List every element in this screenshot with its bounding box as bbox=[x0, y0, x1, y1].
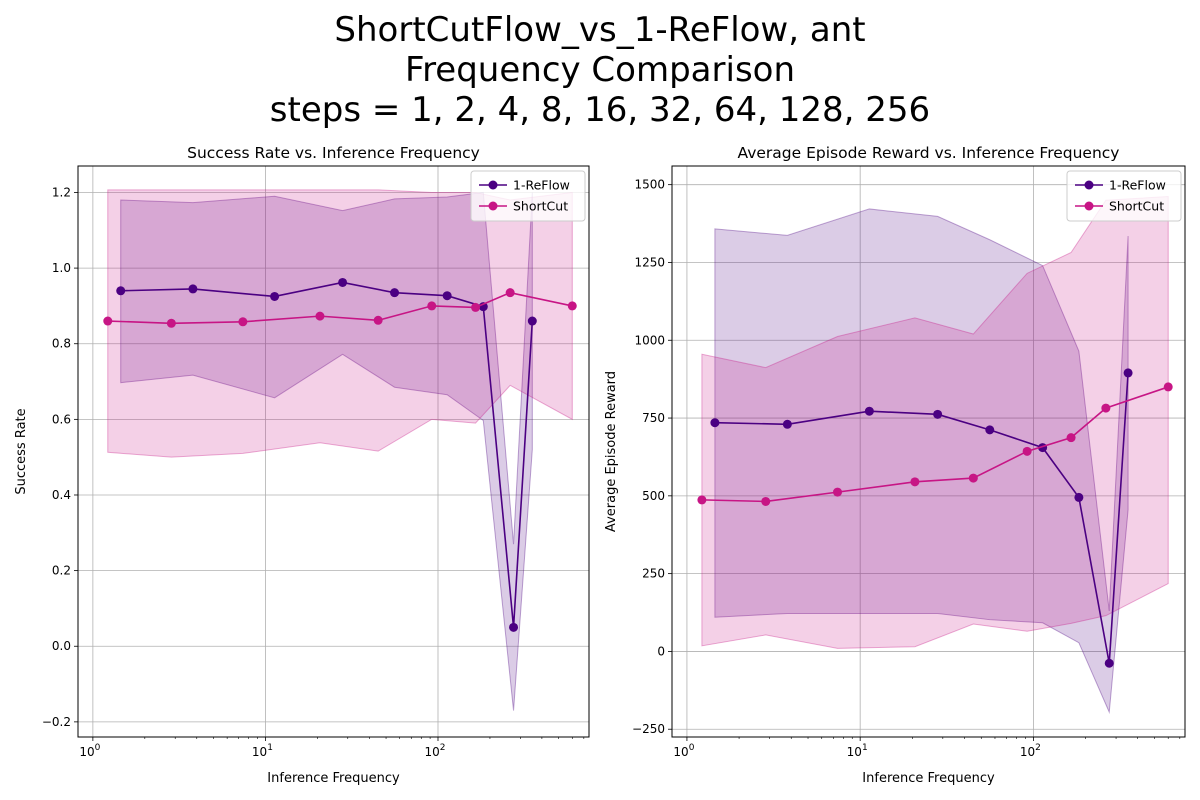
point-shortcut-7 bbox=[1066, 433, 1076, 443]
legend-box bbox=[470, 170, 586, 222]
y-tick-label-6: 0.8 bbox=[52, 337, 71, 351]
point-reflow-4 bbox=[933, 409, 943, 419]
x-tick-label-2: 101 bbox=[847, 743, 868, 759]
point-reflow-9 bbox=[1123, 368, 1133, 378]
band-reflow bbox=[714, 208, 1129, 715]
point-reflow-5 bbox=[985, 425, 995, 435]
point-reflow-8 bbox=[509, 622, 519, 632]
y-tick-label-1: −0.2 bbox=[42, 715, 71, 729]
point-shortcut-9 bbox=[567, 301, 577, 311]
axes-frame bbox=[77, 165, 590, 738]
point-shortcut-8 bbox=[505, 288, 515, 298]
y-tick-label-6: 1000 bbox=[634, 333, 665, 347]
x-tick-label-3: 102 bbox=[424, 743, 445, 759]
legend-marker-reflow bbox=[1084, 180, 1094, 190]
y-tick-label-8: 1.2 bbox=[52, 185, 71, 199]
x-axis-label: Inference Frequency bbox=[862, 771, 995, 786]
legend-label-shortcut: ShortCut bbox=[1109, 199, 1164, 214]
chart-title: Average Episode Reward vs. Inference Fre… bbox=[738, 144, 1120, 162]
x-tick-label-1: 100 bbox=[673, 743, 694, 759]
figure-title: ShortCutFlow_vs_1-ReFlow, ant Frequency … bbox=[0, 10, 1200, 130]
y-tick-label-2: 0 bbox=[657, 644, 665, 658]
point-shortcut-4 bbox=[315, 311, 325, 321]
y-tick-label-4: 0.4 bbox=[52, 488, 71, 502]
point-shortcut-8 bbox=[1101, 403, 1111, 413]
legend-marker-shortcut bbox=[1084, 201, 1094, 211]
legend-marker-shortcut bbox=[488, 201, 498, 211]
y-tick-label-5: 750 bbox=[642, 411, 665, 425]
y-tick-label-7: 1.0 bbox=[52, 261, 71, 275]
legend-label-shortcut: ShortCut bbox=[513, 199, 568, 214]
x-axis-label: Inference Frequency bbox=[267, 771, 400, 786]
point-reflow-2 bbox=[782, 419, 792, 429]
point-shortcut-6 bbox=[1022, 446, 1032, 456]
legend-marker-reflow bbox=[488, 180, 498, 190]
axes-frame bbox=[671, 165, 1186, 738]
figure-title-line-1: ShortCutFlow_vs_1-ReFlow, ant bbox=[334, 10, 866, 50]
point-reflow-7 bbox=[1074, 492, 1084, 502]
y-tick-label-5: 0.6 bbox=[52, 412, 71, 426]
point-shortcut-1 bbox=[103, 316, 113, 326]
x-tick-label-1: 100 bbox=[79, 743, 100, 759]
chart-title: Success Rate vs. Inference Frequency bbox=[187, 144, 480, 162]
legend: 1-ReFlow ShortCut bbox=[1066, 170, 1182, 222]
point-reflow-8 bbox=[1104, 658, 1114, 668]
point-reflow-4 bbox=[338, 277, 348, 287]
point-reflow-2 bbox=[188, 284, 198, 294]
legend: 1-ReFlow ShortCut bbox=[470, 170, 586, 222]
y-tick-label-8: 1500 bbox=[634, 178, 665, 192]
legend-label-reflow: 1-ReFlow bbox=[1109, 178, 1166, 193]
y-tick-label-2: 0.0 bbox=[52, 639, 71, 653]
point-shortcut-1 bbox=[697, 495, 707, 505]
point-reflow-1 bbox=[710, 418, 720, 428]
point-shortcut-5 bbox=[373, 315, 383, 325]
point-reflow-5 bbox=[390, 288, 400, 298]
figure-title-line-3: steps = 1, 2, 4, 8, 16, 32, 64, 128, 256 bbox=[269, 90, 931, 130]
y-axis-label: Success Rate bbox=[14, 408, 29, 494]
x-tick-label-3: 102 bbox=[1020, 743, 1041, 759]
point-shortcut-9 bbox=[1163, 382, 1173, 392]
point-reflow-1 bbox=[116, 286, 126, 296]
y-tick-label-4: 500 bbox=[642, 489, 665, 503]
x-tick-label-2: 101 bbox=[252, 743, 273, 759]
y-tick-label-3: 250 bbox=[642, 567, 665, 581]
point-reflow-6 bbox=[442, 291, 452, 301]
point-reflow-3 bbox=[270, 291, 280, 301]
point-shortcut-7 bbox=[471, 302, 481, 312]
chart-panel-2: 100 101 102 −250 0 250 500 750 1000 1250 1500 Avera… bbox=[604, 144, 1186, 786]
figure-title-line-2: Frequency Comparison bbox=[404, 50, 796, 90]
point-shortcut-2 bbox=[166, 318, 176, 328]
point-shortcut-4 bbox=[910, 477, 920, 487]
point-shortcut-2 bbox=[761, 496, 771, 506]
chart-panel-1: 100 101 102 −0.2 0.0 0.2 0.4 0.6 0.8 1.0 1.2 Succes… bbox=[14, 144, 590, 786]
point-shortcut-3 bbox=[238, 317, 248, 327]
point-reflow-9 bbox=[527, 316, 537, 326]
y-tick-label-1: −250 bbox=[632, 722, 665, 736]
point-shortcut-6 bbox=[427, 301, 437, 311]
point-reflow-3 bbox=[864, 406, 874, 416]
y-tick-label-3: 0.2 bbox=[52, 564, 71, 578]
band-shortcut bbox=[701, 195, 1169, 649]
legend-box bbox=[1066, 170, 1182, 222]
y-tick-label-7: 1250 bbox=[634, 255, 665, 269]
band-shortcut bbox=[107, 189, 573, 458]
point-shortcut-5 bbox=[968, 473, 978, 483]
y-axis-label: Average Episode Reward bbox=[604, 371, 619, 532]
legend-label-reflow: 1-ReFlow bbox=[513, 178, 570, 193]
point-shortcut-3 bbox=[833, 487, 843, 497]
